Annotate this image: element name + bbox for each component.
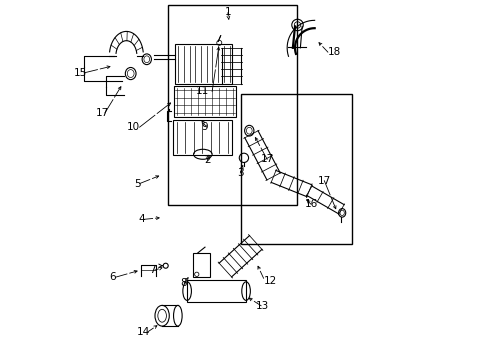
Text: 17: 17 <box>96 108 109 118</box>
Text: 7: 7 <box>149 265 155 275</box>
Text: 11: 11 <box>196 86 209 96</box>
Bar <box>187 280 246 302</box>
Bar <box>193 253 210 277</box>
Text: 10: 10 <box>127 122 140 132</box>
Text: 18: 18 <box>328 47 341 57</box>
Text: 1: 1 <box>224 7 231 17</box>
Text: 14: 14 <box>137 327 150 337</box>
Text: 3: 3 <box>237 168 244 178</box>
Text: 8: 8 <box>180 278 187 288</box>
Bar <box>242 94 352 244</box>
Text: 15: 15 <box>74 68 87 78</box>
Text: 17: 17 <box>318 176 331 186</box>
Text: 12: 12 <box>264 276 277 286</box>
Text: 9: 9 <box>202 122 208 132</box>
Text: 13: 13 <box>255 301 269 311</box>
Text: 16: 16 <box>304 199 318 209</box>
Text: 4: 4 <box>138 214 145 224</box>
Text: 6: 6 <box>109 272 116 282</box>
Bar <box>173 86 236 117</box>
Text: 2: 2 <box>204 156 210 165</box>
Text: 5: 5 <box>134 179 141 189</box>
Bar <box>173 120 232 155</box>
Bar <box>175 44 232 84</box>
Text: 17: 17 <box>261 154 274 164</box>
Bar <box>168 5 297 205</box>
